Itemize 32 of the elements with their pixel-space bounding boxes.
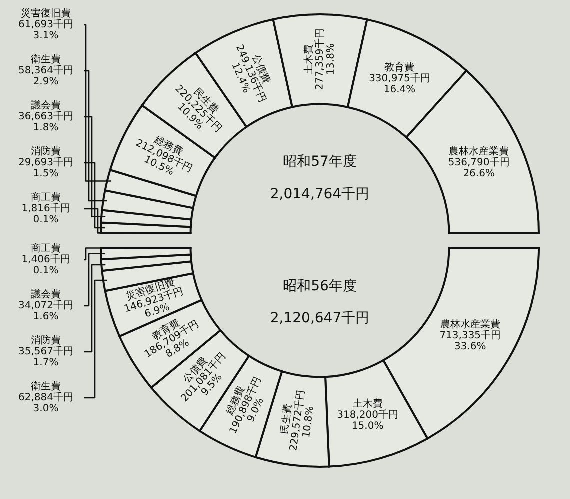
data-label: 34,072千円 1.6%: [18, 300, 74, 323]
slice-label: 消防費: [31, 146, 61, 158]
slice-label: 災害復旧費: [21, 8, 71, 20]
data-label: 29,693千円 1.5%: [18, 156, 74, 180]
legend-label: 商工費: [31, 242, 61, 255]
slice-label: 衛生費: [31, 54, 61, 66]
data-label: 61,693千円 3.1%: [18, 18, 74, 42]
text: 2,014,764千円: [270, 186, 370, 202]
slice-label: 土木費: [302, 44, 315, 74]
slice-label: 土木費: [352, 398, 383, 410]
data-label: 536,790千円 26.6%: [448, 156, 510, 180]
data-label: 330,975千円 16.4%: [369, 72, 430, 96]
data-label: 277,359千円 13.8%: [314, 28, 337, 90]
text: 2,120,647千円: [270, 310, 370, 327]
data-label: 36,663千円 1.8%: [18, 110, 74, 134]
data-label: 1,406千円 0.1%: [22, 254, 70, 277]
slice-label: 衛生費: [31, 380, 61, 393]
slice-label: 議会費: [31, 100, 61, 112]
slice-label: 教育費: [384, 61, 415, 74]
data-label: 318,200千円 15.0%: [337, 409, 399, 432]
slice-label: 議会費: [31, 288, 61, 301]
data-label: 713,335千円 33.6%: [440, 329, 502, 352]
slice-label: 消防費: [31, 334, 61, 347]
slice-label: 農林水産業費: [440, 318, 500, 330]
data-label: 1,816千円 0.1%: [22, 202, 70, 226]
text: 昭和56年度: [283, 278, 357, 294]
slice-label: 農林水産業費: [449, 145, 510, 158]
data-label: 35,567千円 1.7%: [18, 346, 74, 369]
text: 昭和57年度: [283, 154, 357, 170]
data-label: 62,884千円 3.0%: [18, 392, 74, 415]
data-label: 58,364千円 2.9%: [18, 64, 74, 88]
slice-label: 商工費: [31, 192, 61, 204]
